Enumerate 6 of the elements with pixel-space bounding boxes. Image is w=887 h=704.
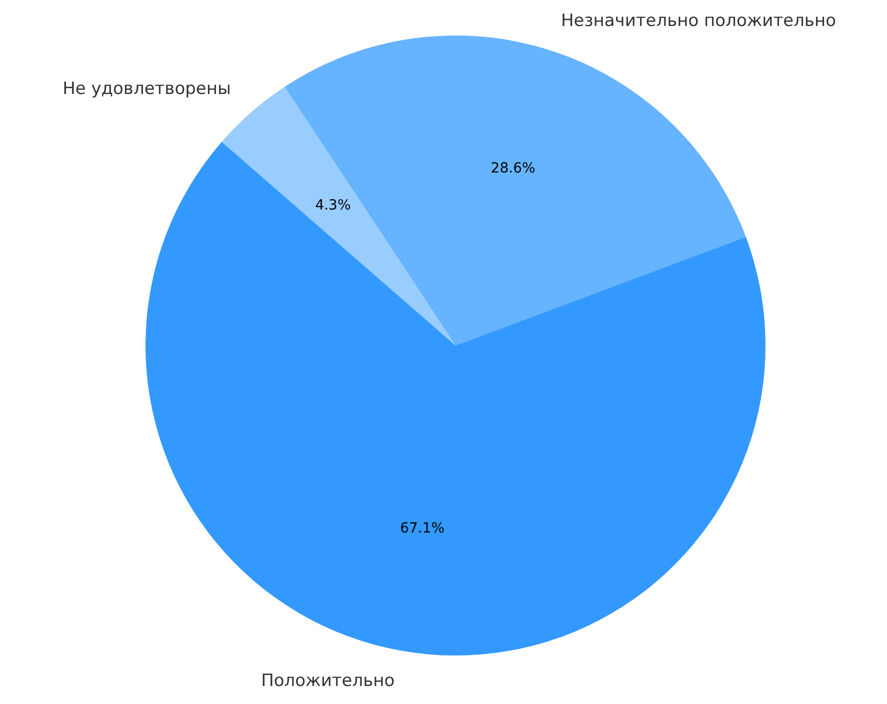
data-label: 28.6% — [490, 160, 536, 177]
slice-label: Незначительно положительно — [560, 11, 836, 32]
data-label: 4.3% — [315, 198, 351, 214]
slice-label: Положительно — [261, 671, 395, 692]
data-label: 67.1% — [400, 520, 445, 537]
slice-label: Не удовлетворены — [62, 78, 231, 99]
